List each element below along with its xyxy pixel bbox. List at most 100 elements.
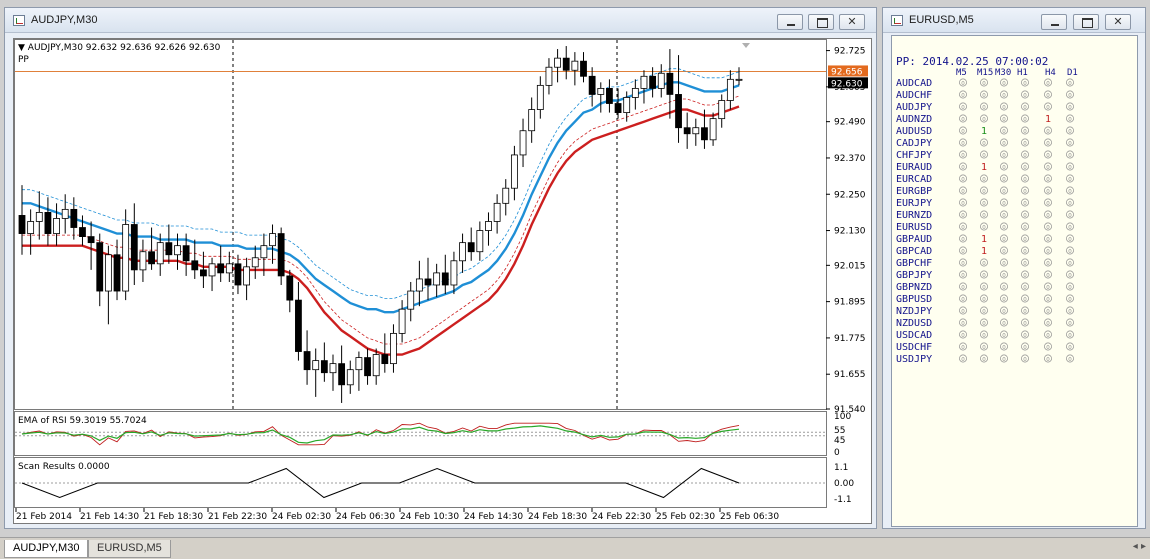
pp-signal-cell: 1 [1045, 114, 1051, 125]
pp-pair-label: EURJPY [896, 198, 932, 209]
pp-scanner-panel[interactable]: PP: 2014.02.25 07:00:02 M5 M15 M30 H1 H4 D1 AUD… [891, 35, 1138, 527]
pp-zero-cell [1044, 354, 1052, 363]
price-axis-label: 91.895 [834, 298, 866, 308]
close-button[interactable]: ✕ [839, 14, 865, 30]
candle-body [53, 218, 60, 234]
pp-zero-cell [1021, 294, 1029, 303]
pp-zero-cell [1066, 318, 1074, 327]
pp-zero-cell [980, 78, 988, 87]
tab-eurusd-m5[interactable]: EURUSD,M5 [88, 540, 171, 558]
chart-canvas[interactable]: 92.72592.60592.49092.37092.25092.13092.0… [13, 38, 872, 524]
pp-zero-digit: 0 [1046, 177, 1050, 183]
tab-scroll-arrows-icon[interactable]: ◂ ▸ [1132, 541, 1146, 552]
pp-pair-label: CADJPY [896, 138, 932, 149]
pp-zero-cell [1000, 114, 1008, 123]
candle-body [718, 100, 726, 120]
chart-window-titlebar[interactable]: AUDJPY,M30 ✕ [5, 8, 876, 33]
pp-zero-cell [1000, 210, 1008, 219]
chart-header-label: ▼ AUDJPY,M30 92.632 92.636 92.626 92.630 [18, 43, 221, 53]
close-icon: ✕ [847, 15, 857, 28]
candle-body [398, 308, 406, 334]
candle-body [528, 109, 536, 132]
pp-zero-digit: 0 [1068, 153, 1072, 159]
pp-zero-cell [1021, 90, 1029, 99]
maximize-icon [1074, 15, 1098, 29]
pp-zero-cell [1000, 354, 1008, 363]
pp-zero-digit: 0 [1002, 177, 1006, 183]
pp-zero-digit: 0 [1068, 189, 1072, 195]
pp-zero-cell [1021, 210, 1029, 219]
minimize-button[interactable] [777, 14, 803, 30]
maximize-button[interactable] [808, 14, 834, 30]
candle-body [338, 363, 346, 386]
candle-body [692, 127, 700, 135]
pp-zero-cell [980, 294, 988, 303]
pp-zero-digit: 0 [1068, 177, 1072, 183]
candle-body [191, 260, 199, 271]
pp-zero-digit: 0 [1002, 213, 1006, 219]
candle-body [225, 263, 233, 274]
pp-window-titlebar[interactable]: EURUSD,M5 ✕ [883, 8, 1145, 33]
pp-zero-digit: 0 [961, 273, 965, 279]
price-axis-label: 92.490 [834, 118, 866, 128]
pp-zero-cell [1021, 234, 1029, 243]
pp-zero-digit: 0 [1002, 225, 1006, 231]
pp-zero-cell [959, 318, 967, 327]
rsi-axis-label: 0 [834, 448, 840, 458]
candle-body [493, 202, 501, 222]
pp-zero-cell [1021, 78, 1029, 87]
pp-zero-digit: 0 [961, 141, 965, 147]
pp-zero-cell [1000, 126, 1008, 135]
pp-zero-cell [1066, 90, 1074, 99]
pp-zero-digit: 0 [1023, 177, 1027, 183]
pp-zero-digit: 0 [1023, 345, 1027, 351]
tab-audjpy-m30[interactable]: AUDJPY,M30 [4, 540, 89, 558]
pp-zero-digit: 0 [982, 261, 986, 267]
price-axis-label: 92.130 [834, 227, 866, 237]
pp-zero-cell [1044, 342, 1052, 351]
pp-zero-cell [1000, 306, 1008, 315]
pp-pair-label: EURUSD [896, 222, 932, 233]
pp-pair-label: USDCHF [896, 342, 932, 353]
pp-zero-cell [1044, 150, 1052, 159]
bid-price-tag [828, 77, 868, 89]
pp-zero-cell [959, 330, 967, 339]
pp-zero-cell [959, 114, 967, 123]
pp-zero-digit: 0 [982, 153, 986, 159]
pp-zero-cell [980, 306, 988, 315]
candle-body [649, 75, 657, 89]
pp-zero-cell [959, 294, 967, 303]
pp-zero-digit: 0 [961, 153, 965, 159]
pp-minimize-button[interactable] [1041, 14, 1067, 30]
pp-close-button[interactable]: ✕ [1105, 14, 1131, 30]
pp-zero-cell [1044, 222, 1052, 231]
candle-body [726, 78, 734, 101]
pp-zero-cell [1000, 222, 1008, 231]
pp-zero-cell [1000, 294, 1008, 303]
candle-body [303, 351, 311, 371]
pp-zero-digit: 0 [1046, 129, 1050, 135]
time-axis-label: 21 Feb 22:30 [208, 512, 267, 522]
pp-column-header: M30 [995, 68, 1011, 78]
pp-zero-cell [1066, 162, 1074, 171]
mdi-workspace: AUDJPY,M30 ✕ 92.72592.60592.49092.37092.… [4, 7, 1146, 529]
candle-body [329, 363, 337, 374]
pp-zero-cell [959, 138, 967, 147]
pp-zero-cell [1044, 318, 1052, 327]
candle-body [217, 263, 225, 274]
pp-zero-digit: 0 [961, 81, 965, 87]
pp-pair-label: GBPCAD [896, 246, 932, 257]
candle-body [433, 272, 441, 286]
pp-maximize-button[interactable] [1073, 14, 1099, 30]
pp-header: PP: 2014.02.25 07:00:02 [896, 55, 1048, 68]
candle-body [683, 127, 691, 135]
candle-body [27, 221, 35, 234]
candle-body [476, 230, 484, 253]
price-axis-label: 91.655 [834, 370, 866, 380]
pp-pair-label: USDCAD [896, 330, 932, 341]
pp-zero-cell [1066, 186, 1074, 195]
time-axis-label: 24 Feb 02:30 [272, 512, 331, 522]
pp-zero-digit: 0 [1046, 261, 1050, 267]
pp-zero-digit: 0 [1068, 309, 1072, 315]
chart-window-audjpy[interactable]: AUDJPY,M30 ✕ 92.72592.60592.49092.37092.… [4, 7, 877, 529]
